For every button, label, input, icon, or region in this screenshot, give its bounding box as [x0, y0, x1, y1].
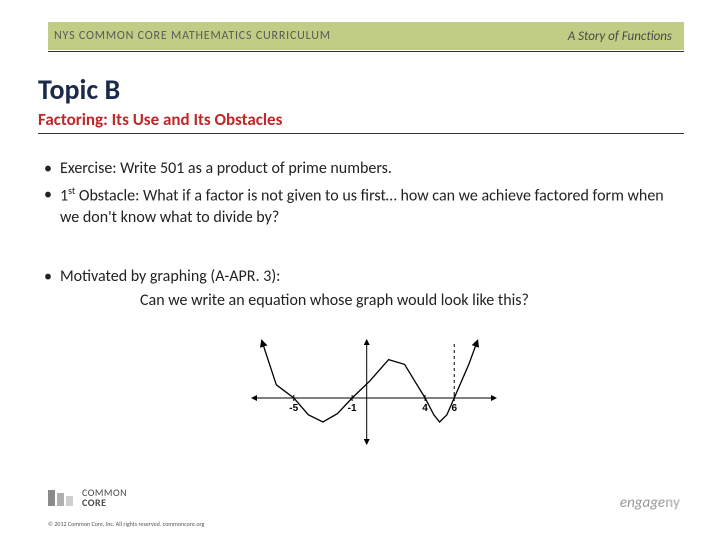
page-subtitle: Factoring: Its Use and Its Obstacles: [38, 109, 282, 130]
bullet-item: Exercise: Write 501 as a product of prim…: [38, 158, 684, 180]
bullet-item: Motivated by graphing (A-APR. 3): Can we…: [38, 266, 684, 311]
engage-prefix: engage: [620, 494, 665, 512]
bullet-text: Motivated by graphing (A-APR. 3):: [60, 267, 280, 286]
footer: COMMON CORE © 2012 Common Core, Inc. All…: [0, 480, 720, 540]
svg-text:-5: -5: [289, 403, 298, 414]
logo-bars-icon: [48, 490, 73, 506]
bullet-text: Exercise: Write 501 as a product of prim…: [60, 159, 392, 178]
bullet-text-rest: Obstacle: What if a factor is not given …: [60, 186, 664, 227]
page-title: Topic B: [38, 72, 120, 107]
footer-logo-text: COMMON CORE: [82, 488, 127, 508]
engage-logo: engageny: [620, 494, 680, 512]
bullet-item: 1st Obstacle: What if a factor is not gi…: [38, 184, 684, 229]
bullet-subline: Can we write an equation whose graph wou…: [60, 290, 684, 312]
header-rule: [48, 51, 684, 52]
header-bar: NYS COMMON CORE MATHEMATICS CURRICULUM A…: [48, 22, 684, 50]
bullet-text-prefix: 1: [60, 186, 68, 205]
svg-text:6: 6: [451, 403, 457, 414]
engage-suffix: ny: [665, 494, 680, 512]
svg-text:4: 4: [422, 403, 428, 414]
slide: NYS COMMON CORE MATHEMATICS CURRICULUM A…: [0, 0, 720, 540]
logo-line2: CORE: [82, 498, 127, 508]
bullet-list: Exercise: Write 501 as a product of prim…: [38, 158, 684, 315]
graph-curve: -5 -1 4 6: [250, 338, 498, 446]
header-left: NYS COMMON CORE MATHEMATICS CURRICULUM: [54, 29, 331, 43]
header-right: A Story of Functions: [568, 29, 672, 44]
subtitle-rule: [38, 133, 684, 134]
svg-text:-1: -1: [348, 403, 357, 414]
copyright-text: © 2012 Common Core, Inc. All rights rese…: [48, 520, 204, 528]
